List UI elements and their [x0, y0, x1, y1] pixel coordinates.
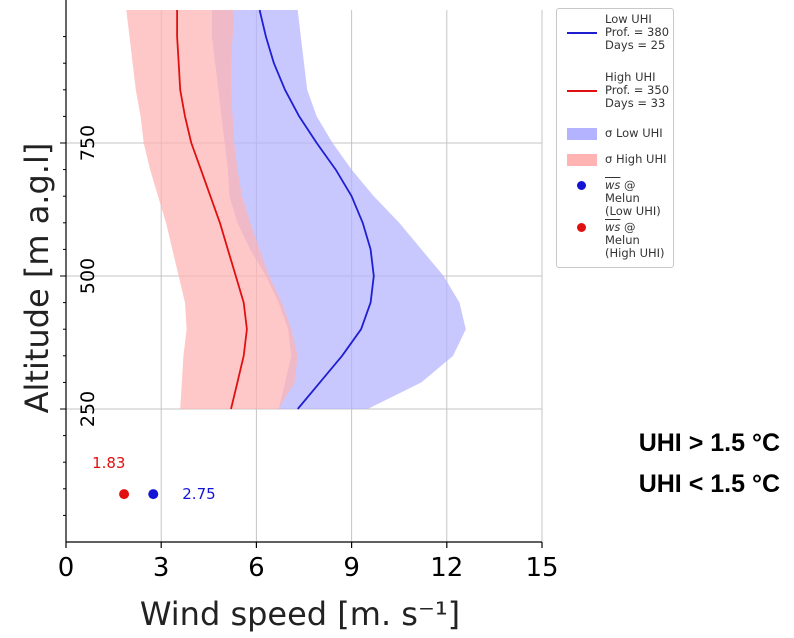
series-line-high-uhi: [176, 10, 248, 410]
legend-patch-swatch: [567, 153, 597, 166]
y-axis-label: Altitude [m a.g.l]: [18, 143, 56, 414]
legend-line-swatch: [567, 89, 597, 92]
legend-patch-swatch: [567, 127, 597, 140]
legend-label: ws @ Melun (High UHI): [605, 220, 665, 260]
legend-label: σ Low UHI: [605, 126, 663, 140]
legend-label: High UHI Prof. = 350 Days = 33: [605, 70, 670, 110]
mean-profile-lines: [176, 9, 375, 410]
chart-legend: Low UHI Prof. = 380 Days = 25 High UHI Pr…: [556, 8, 674, 268]
point-label-high-uhi: 1.83: [92, 454, 125, 472]
point-melun-high-uhi: [119, 489, 130, 500]
legend-label: σ High UHI: [605, 152, 667, 166]
legend-label: ws @ Melun (Low UHI): [605, 178, 661, 218]
x-tick-label: 6: [248, 553, 265, 583]
low-uhi-annotation: UHI < 1.5 °C: [638, 470, 780, 498]
tick-labels: 0 3 6 9 12 15 250 500 750: [58, 125, 559, 583]
x-tick-label: 3: [153, 553, 170, 583]
axes-frame: [60, 0, 543, 548]
point-melun-low-uhi: [148, 489, 159, 500]
sigma-bands: [126, 10, 466, 409]
melun-points: 2.75 1.83: [92, 454, 216, 503]
x-axis-label: Wind speed [m. s⁻¹]: [140, 595, 460, 633]
legend-marker-swatch: [577, 223, 586, 232]
x-tick-label: 0: [58, 553, 75, 583]
sigma-band-low-uhi: [212, 10, 466, 409]
x-tick-label: 9: [343, 553, 360, 583]
legend-marker-swatch: [577, 181, 586, 190]
x-tick-label: 12: [430, 553, 463, 583]
sigma-band-high-uhi: [126, 10, 298, 409]
x-tick-label: 15: [525, 553, 558, 583]
high-uhi-annotation: UHI > 1.5 °C: [638, 429, 780, 457]
point-label-low-uhi: 2.75: [182, 485, 215, 503]
legend-line-swatch: [567, 31, 597, 34]
y-tick-label: 750: [77, 125, 99, 161]
legend-label: Low UHI Prof. = 380 Days = 25: [605, 12, 670, 52]
y-tick-label: 500: [77, 258, 99, 294]
series-line-low-uhi: [258, 9, 375, 410]
y-tick-label: 250: [77, 391, 99, 427]
